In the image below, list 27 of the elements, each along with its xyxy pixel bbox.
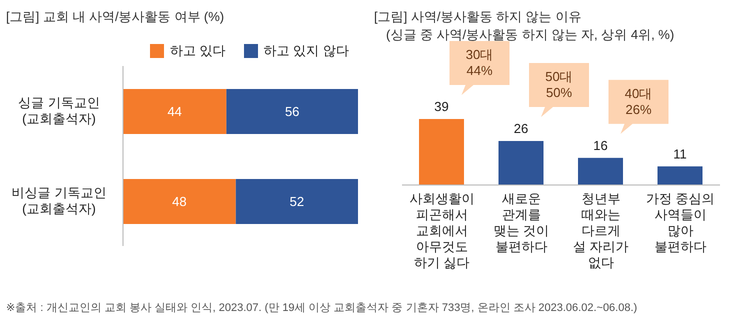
y-tick-label: 비싱글 기독교인 (교회출석자) <box>12 185 106 216</box>
data-label: 48 <box>172 194 187 210</box>
data-label: 56 <box>284 104 300 120</box>
y-tick-label: 싱글 기독교인 (교회출석자) <box>18 95 100 126</box>
bar <box>419 119 464 185</box>
speech-bubble: 30대 44% <box>450 41 510 95</box>
data-label: 26 <box>514 121 528 136</box>
chart-title: [그림] 교회 내 사역/봉사활동 여부 (%) <box>6 8 224 26</box>
bar <box>578 158 623 185</box>
x-tick-label: 청년부 때와는 다르게 설 자리가 없다 <box>572 191 629 270</box>
text: ※출처 : 개신교인의 교회 봉사 실태와 인식, 2023.07. (만 19세 이상 교회출석자 중 기혼자 733명, 온라인 조사 2023.06.02.~06.08.) <box>6 301 638 315</box>
data-label: 44 <box>167 104 182 120</box>
data-label: 11 <box>673 146 687 162</box>
speech-bubble: 40대 26% <box>608 80 668 134</box>
data-label: 39 <box>434 99 449 114</box>
data-label: 52 <box>290 194 304 210</box>
bar <box>658 166 702 185</box>
chart-subtitle: (싱글 중 사역/봉사활동 하지 않는 자, 상위 4위, %) <box>386 26 674 44</box>
legend-label: 하고 있지 않다 <box>264 42 349 60</box>
bar <box>498 141 544 185</box>
x-tick-label: 새로운 관계를 맺는 것이 불편하다 <box>493 191 550 254</box>
speech-bubble: 50대 50% <box>529 63 589 117</box>
x-tick-label: 사회생활이 피곤해서 교회에서 아무것도 하기 싫다 <box>409 191 474 270</box>
chart-title: [그림] 사역/봉사활동 하지 않는 이유 <box>374 8 582 26</box>
legend-label: 하고 있다 <box>170 42 226 60</box>
x-tick-label: 가정 중심의 사역들이 많아 불편하다 <box>646 191 715 254</box>
data-label: 16 <box>593 138 608 153</box>
